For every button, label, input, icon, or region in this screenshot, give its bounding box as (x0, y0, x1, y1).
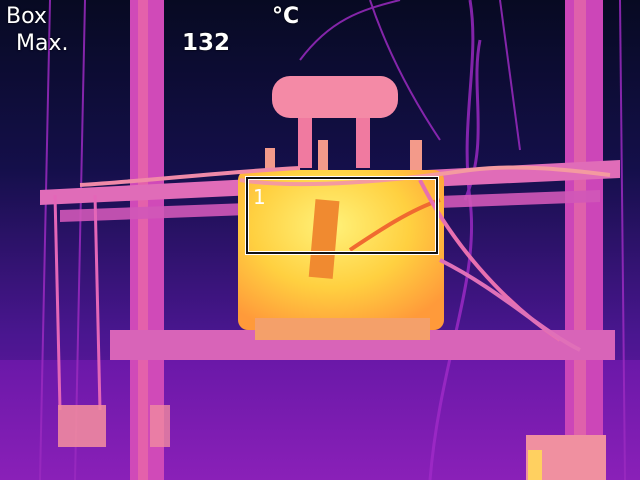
overhead-wires (39, 0, 626, 480)
transformer-base (255, 318, 430, 340)
conservator-tank (272, 76, 398, 118)
temperature-unit: °C (272, 4, 300, 29)
max-temperature-value: 132 (182, 30, 231, 56)
transformer-label-plate (308, 199, 340, 279)
right-pole-highlight (574, 0, 586, 480)
left-fuse-box (58, 405, 106, 447)
left-pole-highlight (138, 0, 148, 480)
right-fuse-hotspot (528, 450, 542, 480)
measurement-box-id: 1 (253, 185, 266, 209)
measurement-mode-label: Box (6, 4, 47, 29)
measurement-box[interactable]: 1 (246, 177, 438, 254)
statistic-label: Max. (16, 31, 69, 56)
conservator-support-right (356, 118, 370, 168)
bushing-right (410, 140, 422, 178)
transformer-body (238, 170, 444, 330)
bushing-center (318, 140, 328, 178)
conservator-support-left (298, 118, 312, 168)
cables (79, 165, 611, 352)
left-drop-lines (53, 194, 102, 411)
bushing-left (265, 148, 275, 178)
left-fuse-box-2 (150, 405, 170, 447)
